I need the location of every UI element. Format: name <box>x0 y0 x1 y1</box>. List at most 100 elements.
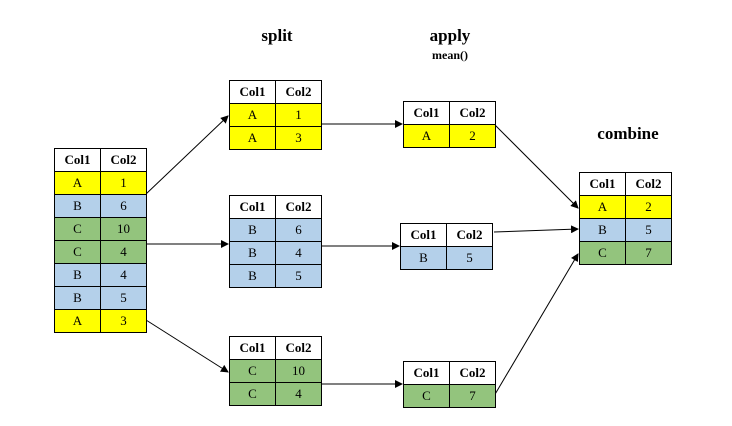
arrow-apply-c-to-combined <box>493 253 579 397</box>
cell-col1: A <box>579 195 626 219</box>
cell-col2: 7 <box>625 241 672 265</box>
table-row: C 7 <box>403 384 496 408</box>
cell-col1: B <box>400 246 447 270</box>
cell-col1: A <box>54 171 101 195</box>
cell-col2: 4 <box>100 263 147 287</box>
cell-col1: C <box>579 241 626 265</box>
cell-col1: B <box>54 263 101 287</box>
header-col2: Col2 <box>449 101 496 125</box>
cell-col2: 5 <box>625 218 672 242</box>
table-header-row: Col1 Col2 <box>403 361 496 385</box>
header-col1: Col1 <box>229 80 276 104</box>
cell-col2: 4 <box>100 240 147 264</box>
apply-function-label: mean() <box>432 48 468 62</box>
split-table-c: Col1 Col2 C 10 C 4 <box>229 336 322 406</box>
combine-label: combine <box>597 124 659 143</box>
table-row: A 3 <box>229 126 322 150</box>
header-col1: Col1 <box>229 336 276 360</box>
table-header-row: Col1 Col2 <box>400 223 493 247</box>
cell-col1: C <box>403 384 450 408</box>
split-label: split <box>261 26 293 45</box>
cell-col2: 1 <box>275 103 322 127</box>
table-row: A 1 <box>229 103 322 127</box>
header-col1: Col1 <box>403 361 450 385</box>
header-col1: Col1 <box>400 223 447 247</box>
cell-col2: 2 <box>449 124 496 148</box>
cell-col1: B <box>54 286 101 310</box>
table-row: B 4 <box>229 241 322 265</box>
cell-col2: 10 <box>275 359 322 383</box>
combined-table: Col1 Col2 A 2 B 5 C 7 <box>579 172 672 265</box>
table-header-row: Col1 Col2 <box>403 101 496 125</box>
header-col2: Col2 <box>446 223 493 247</box>
cell-col2: 1 <box>100 171 147 195</box>
arrow-source-to-split-a <box>145 115 229 195</box>
apply-table-c: Col1 Col2 C 7 <box>403 361 496 408</box>
apply-table-b: Col1 Col2 B 5 <box>400 223 493 270</box>
split-table-b: Col1 Col2 B 6 B 4 B 5 <box>229 195 322 288</box>
table-header-row: Col1 Col2 <box>229 195 322 219</box>
cell-col1: A <box>54 309 101 333</box>
cell-col2: 5 <box>446 246 493 270</box>
header-col2: Col2 <box>449 361 496 385</box>
cell-col1: A <box>229 103 276 127</box>
table-row: A 2 <box>579 195 672 219</box>
table-header-row: Col1 Col2 <box>579 172 672 196</box>
table-header-row: Col1 Col2 <box>54 148 147 172</box>
header-col1: Col1 <box>403 101 450 125</box>
cell-col1: C <box>229 382 276 406</box>
table-header-row: Col1 Col2 <box>229 336 322 360</box>
header-col2: Col2 <box>625 172 672 196</box>
header-col2: Col2 <box>275 336 322 360</box>
table-header-row: Col1 Col2 <box>229 80 322 104</box>
table-row: A 3 <box>54 309 147 333</box>
cell-col2: 10 <box>100 217 147 241</box>
header-col2: Col2 <box>275 195 322 219</box>
table-row: C 4 <box>229 382 322 406</box>
header-col2: Col2 <box>100 148 147 172</box>
header-col1: Col1 <box>54 148 101 172</box>
header-col1: Col1 <box>229 195 276 219</box>
cell-col1: B <box>54 194 101 218</box>
cell-col1: C <box>229 359 276 383</box>
table-row: B 5 <box>400 246 493 270</box>
cell-col2: 6 <box>275 218 322 242</box>
cell-col1: B <box>229 241 276 265</box>
cell-col1: B <box>229 264 276 288</box>
cell-col1: C <box>54 240 101 264</box>
table-row: B 4 <box>54 263 147 287</box>
cell-col2: 5 <box>100 286 147 310</box>
table-row: B 5 <box>54 286 147 310</box>
cell-col2: 2 <box>625 195 672 219</box>
split-table-a: Col1 Col2 A 1 A 3 <box>229 80 322 150</box>
cell-col2: 4 <box>275 382 322 406</box>
cell-col1: C <box>54 217 101 241</box>
cell-col2: 5 <box>275 264 322 288</box>
arrow-source-to-split-c <box>145 319 229 373</box>
cell-col2: 4 <box>275 241 322 265</box>
cell-col1: A <box>403 124 450 148</box>
header-col1: Col1 <box>579 172 626 196</box>
table-row: B 6 <box>229 218 322 242</box>
table-row: C 10 <box>229 359 322 383</box>
table-row: C 10 <box>54 217 147 241</box>
table-row: C 7 <box>579 241 672 265</box>
arrow-apply-a-to-combined <box>493 123 579 209</box>
table-row: B 5 <box>579 218 672 242</box>
table-row: B 6 <box>54 194 147 218</box>
header-col2: Col2 <box>275 80 322 104</box>
table-row: A 1 <box>54 171 147 195</box>
table-row: B 5 <box>229 264 322 288</box>
table-row: A 2 <box>403 124 496 148</box>
table-row: C 4 <box>54 240 147 264</box>
source-table: Col1 Col2 A 1 B 6 C 10 C 4 B 4 B 5 A 3 <box>54 148 147 333</box>
cell-col1: A <box>229 126 276 150</box>
cell-col1: B <box>579 218 626 242</box>
apply-label: apply <box>429 26 471 45</box>
cell-col2: 7 <box>449 384 496 408</box>
cell-col1: B <box>229 218 276 242</box>
cell-col2: 3 <box>100 309 147 333</box>
cell-col2: 3 <box>275 126 322 150</box>
apply-table-a: Col1 Col2 A 2 <box>403 101 496 148</box>
